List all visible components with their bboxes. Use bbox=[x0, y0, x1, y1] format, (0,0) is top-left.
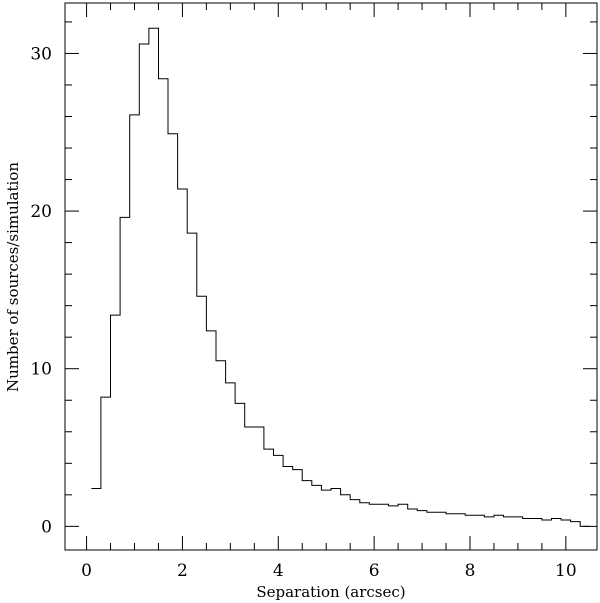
x-tick-label: 8 bbox=[465, 561, 476, 581]
y-tick-label: 0 bbox=[41, 517, 52, 537]
y-tick-label: 30 bbox=[30, 44, 52, 64]
y-tick-label: 10 bbox=[30, 360, 52, 380]
plot-frame bbox=[64, 2, 598, 551]
x-tick-label: 4 bbox=[273, 561, 284, 581]
x-axis-title: Separation (arcsec) bbox=[256, 583, 405, 601]
x-tick-label: 2 bbox=[177, 561, 188, 581]
axis-ticks bbox=[65, 3, 597, 550]
y-tick-label: 20 bbox=[30, 202, 52, 222]
x-tick-label: 10 bbox=[555, 561, 577, 581]
x-tick-label: 0 bbox=[81, 561, 92, 581]
y-axis-title: Number of sources/simulation bbox=[4, 162, 22, 392]
x-tick-labels: 0 2 4 6 8 10 bbox=[81, 561, 577, 581]
x-tick-label: 6 bbox=[369, 561, 380, 581]
y-tick-labels: 0 10 20 30 bbox=[30, 44, 52, 537]
histogram-step-line bbox=[91, 27, 590, 527]
